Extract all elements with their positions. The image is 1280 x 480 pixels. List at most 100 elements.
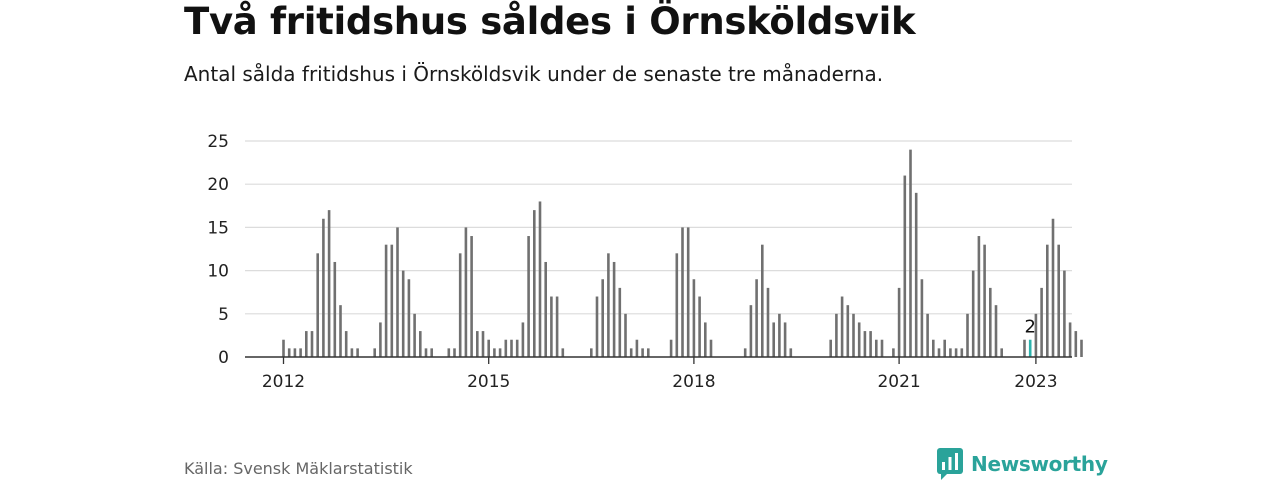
bar [624, 313, 627, 357]
bar [880, 339, 884, 357]
bar [932, 339, 935, 357]
bar [789, 348, 793, 357]
bar [515, 339, 519, 357]
bar [943, 339, 946, 357]
bar [635, 339, 639, 357]
bar [766, 287, 770, 357]
bar [322, 218, 325, 357]
bar [333, 261, 337, 357]
bar [698, 296, 701, 357]
bar [1051, 218, 1055, 357]
bar [686, 227, 690, 357]
bar [971, 270, 975, 357]
chart-gridlines [245, 140, 1072, 315]
bar [994, 305, 998, 357]
bar [430, 348, 433, 357]
bar [487, 339, 490, 357]
brand[interactable]: Newsworthy [937, 448, 1108, 480]
page-title: Två fritidshus såldes i Örnsköldsvik [184, 0, 916, 43]
bar [1023, 339, 1026, 357]
x-tick-label: 2012 [262, 372, 305, 392]
bar-chart: 0 5 10 15 20 25 2012 2015 2018 2021 2023 2 [207, 132, 1083, 392]
bar [755, 279, 758, 357]
bar [339, 305, 342, 357]
bar [447, 348, 451, 357]
bar [863, 331, 867, 357]
bar [903, 175, 907, 357]
x-tick-label: 2023 [1014, 372, 1057, 392]
bar [464, 227, 468, 357]
bar [316, 253, 319, 357]
bar [356, 348, 359, 357]
bar [561, 348, 565, 357]
bar [510, 339, 513, 357]
bar [949, 348, 952, 357]
bar [926, 313, 929, 357]
y-tick-label: 15 [207, 218, 229, 238]
bar [914, 192, 918, 357]
bar [533, 210, 536, 357]
bar [675, 253, 679, 357]
bar [692, 279, 696, 357]
bar [920, 279, 924, 357]
bar [743, 348, 747, 357]
bar [846, 305, 850, 357]
bar [419, 331, 422, 357]
source-note: Källa: Svensk Mäklarstatistik [184, 459, 413, 478]
chart-bars [282, 149, 1083, 357]
y-tick-label: 0 [218, 348, 229, 368]
chart-axis [245, 356, 1072, 364]
bar [647, 348, 650, 357]
bar [909, 149, 912, 357]
y-tick-label: 10 [207, 262, 229, 282]
bar [989, 287, 992, 357]
bar [783, 322, 787, 357]
bar [1034, 313, 1038, 357]
bar [544, 261, 547, 357]
bar [287, 348, 291, 357]
x-tick-label: 2021 [877, 372, 920, 392]
bar [641, 348, 644, 357]
bar [550, 296, 553, 357]
bar [857, 322, 861, 357]
bar [897, 287, 901, 357]
chart-labels: 0 5 10 15 20 25 2012 2015 2018 2021 2023 2 [207, 132, 1057, 392]
bar [350, 348, 354, 357]
bar [305, 331, 308, 357]
brand-name: Newsworthy [971, 452, 1108, 476]
x-tick-label: 2015 [467, 372, 510, 392]
bar [960, 348, 964, 357]
bar [1057, 244, 1060, 357]
bar [681, 227, 684, 357]
bar [299, 348, 302, 357]
y-tick-label: 20 [207, 175, 229, 195]
bar [407, 279, 411, 357]
bar [384, 244, 388, 357]
newsworthy-logo-icon [937, 448, 963, 480]
bar [493, 348, 496, 357]
bar [538, 201, 542, 357]
bar [498, 348, 502, 357]
bar [476, 331, 479, 357]
bar [327, 210, 331, 357]
bar [424, 348, 428, 357]
bar [396, 227, 399, 357]
y-tick-label: 25 [207, 132, 229, 152]
bar [607, 253, 610, 357]
bar [954, 348, 958, 357]
bar [709, 339, 713, 357]
bar [1068, 322, 1072, 357]
bar [875, 339, 878, 357]
highlight-data-label: 2 [1024, 317, 1035, 338]
bar [852, 313, 855, 357]
bar-highlight [1028, 339, 1032, 357]
bar [829, 339, 832, 357]
bar [1063, 270, 1066, 357]
bar [749, 305, 753, 357]
x-tick-label: 2018 [672, 372, 715, 392]
bar [413, 313, 416, 357]
bar [458, 253, 462, 357]
bar [453, 348, 456, 357]
bar [401, 270, 405, 357]
bar [595, 296, 599, 357]
